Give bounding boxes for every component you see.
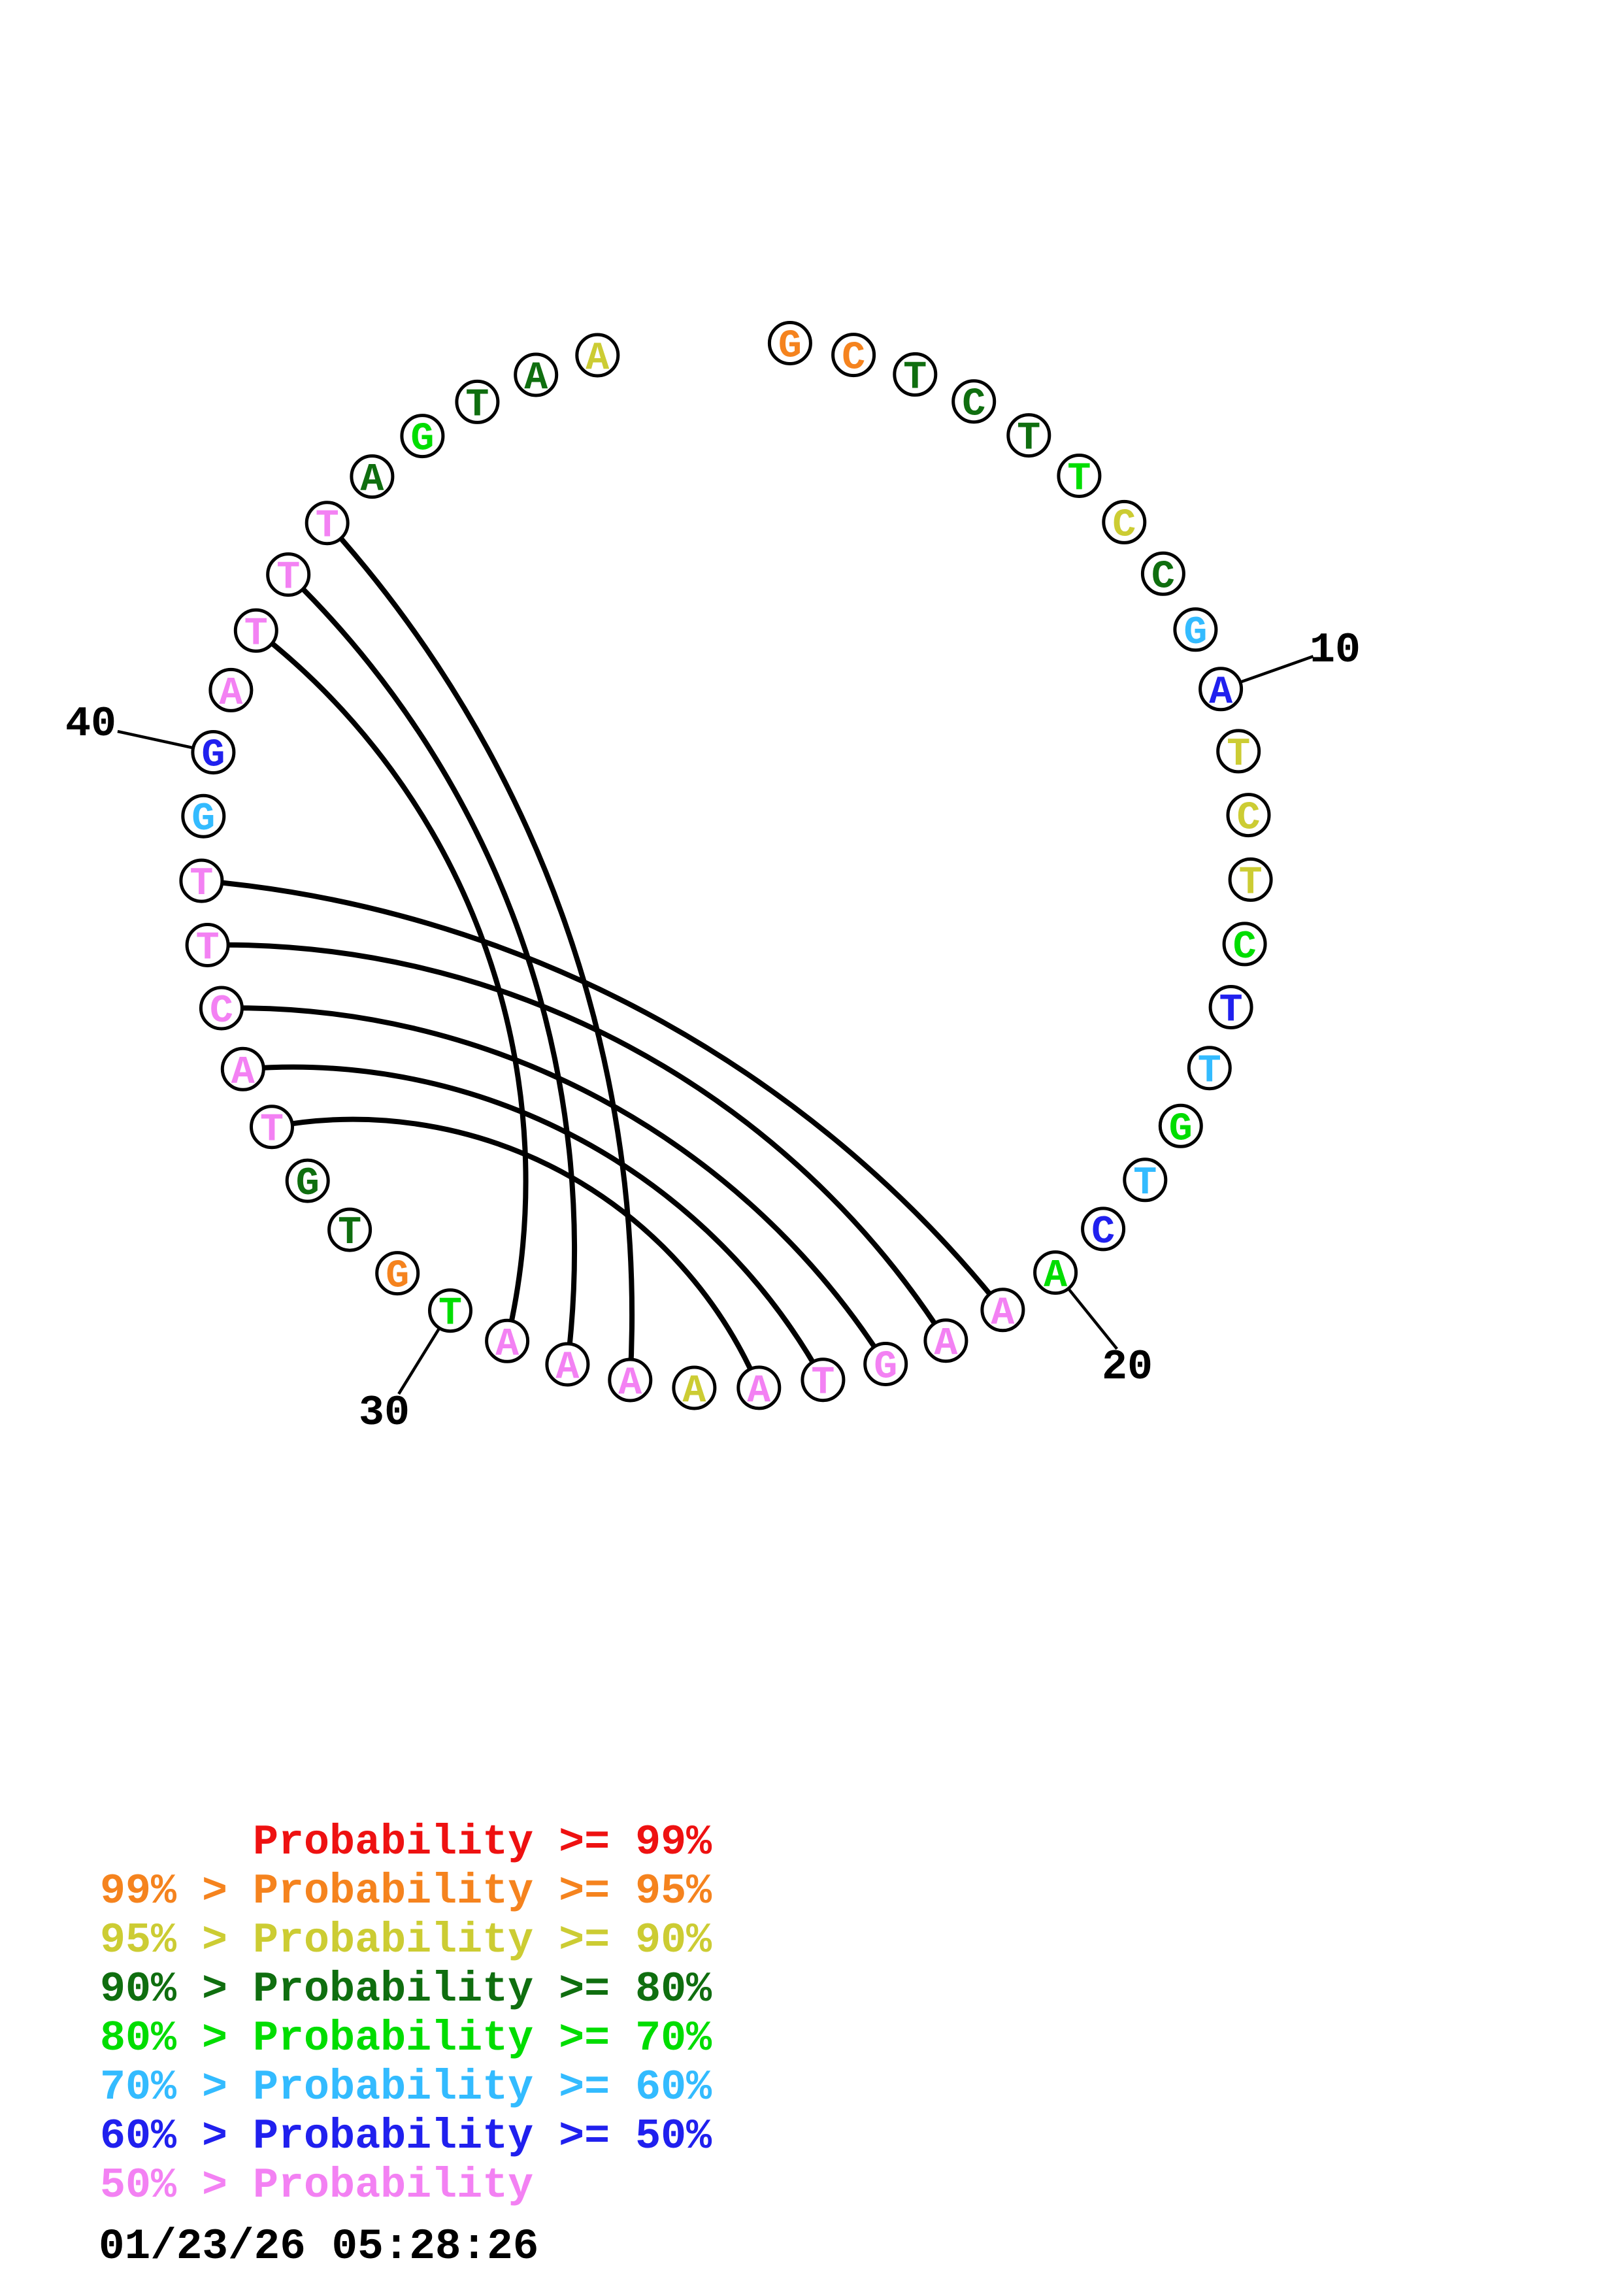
svg-text:T: T <box>903 356 927 400</box>
svg-text:C: C <box>962 383 985 427</box>
svg-text:A: A <box>360 458 384 503</box>
svg-text:20: 20 <box>1102 1343 1153 1391</box>
svg-text:95% > Probability >= 90%: 95% > Probability >= 90% <box>100 1916 712 1965</box>
svg-text:T: T <box>1239 861 1263 905</box>
svg-text:C: C <box>842 337 865 381</box>
svg-text:A: A <box>586 337 609 381</box>
svg-text:T: T <box>1067 458 1091 502</box>
svg-text:T: T <box>1133 1161 1157 1206</box>
svg-text:A: A <box>682 1369 706 1414</box>
svg-text:A: A <box>524 356 548 401</box>
svg-text:50% > Probability: 50% > Probability <box>100 2161 533 2210</box>
svg-text:T: T <box>465 383 489 427</box>
svg-text:C: C <box>1151 555 1175 599</box>
svg-text:A: A <box>618 1361 642 1406</box>
svg-text:A: A <box>747 1369 770 1414</box>
svg-text:Probability >= 99%: Probability >= 99% <box>100 1818 712 1867</box>
svg-text:T: T <box>276 556 300 601</box>
svg-text:C: C <box>1236 797 1260 841</box>
svg-text:T: T <box>244 612 268 656</box>
svg-text:A: A <box>991 1291 1014 1336</box>
svg-text:A: A <box>1209 671 1232 715</box>
svg-text:10: 10 <box>1310 626 1361 674</box>
svg-text:C: C <box>1233 925 1257 970</box>
svg-text:G: G <box>778 325 802 369</box>
svg-text:T: T <box>1198 1050 1221 1094</box>
svg-text:A: A <box>555 1346 579 1390</box>
svg-text:99% > Probability >= 95%: 99% > Probability >= 95% <box>100 1867 712 1916</box>
svg-text:A: A <box>1044 1254 1067 1299</box>
svg-text:T: T <box>196 927 220 971</box>
svg-text:30: 30 <box>359 1389 410 1437</box>
svg-text:G: G <box>201 734 225 778</box>
svg-text:G: G <box>296 1162 320 1206</box>
svg-text:T: T <box>260 1108 284 1153</box>
svg-text:T: T <box>316 505 339 549</box>
svg-text:C: C <box>1112 503 1136 548</box>
svg-text:40: 40 <box>65 700 116 748</box>
svg-text:T: T <box>1219 989 1243 1033</box>
svg-text:C: C <box>1091 1210 1115 1255</box>
svg-text:G: G <box>386 1255 409 1299</box>
svg-text:T: T <box>1227 733 1250 777</box>
svg-text:A: A <box>231 1050 255 1095</box>
svg-text:G: G <box>874 1346 897 1390</box>
svg-text:A: A <box>934 1322 957 1367</box>
svg-text:T: T <box>190 862 213 907</box>
svg-text:T: T <box>811 1361 835 1406</box>
svg-text:A: A <box>495 1322 519 1367</box>
svg-text:01/23/26 05:28:26: 01/23/26 05:28:26 <box>99 2222 538 2271</box>
svg-text:T: T <box>338 1211 361 1256</box>
svg-text:G: G <box>1169 1107 1193 1152</box>
svg-text:G: G <box>410 418 434 462</box>
svg-text:80% > Probability >= 70%: 80% > Probability >= 70% <box>100 2014 712 2063</box>
svg-text:T: T <box>438 1292 462 1337</box>
svg-text:C: C <box>210 990 233 1034</box>
svg-text:70% > Probability >= 60%: 70% > Probability >= 60% <box>100 2063 712 2112</box>
svg-text:G: G <box>1183 611 1207 656</box>
svg-text:A: A <box>219 671 242 716</box>
svg-text:90% > Probability >= 80%: 90% > Probability >= 80% <box>100 1965 712 2014</box>
svg-text:60% > Probability >= 50%: 60% > Probability >= 50% <box>100 2112 712 2161</box>
svg-text:T: T <box>1017 417 1040 461</box>
svg-text:G: G <box>191 797 215 842</box>
